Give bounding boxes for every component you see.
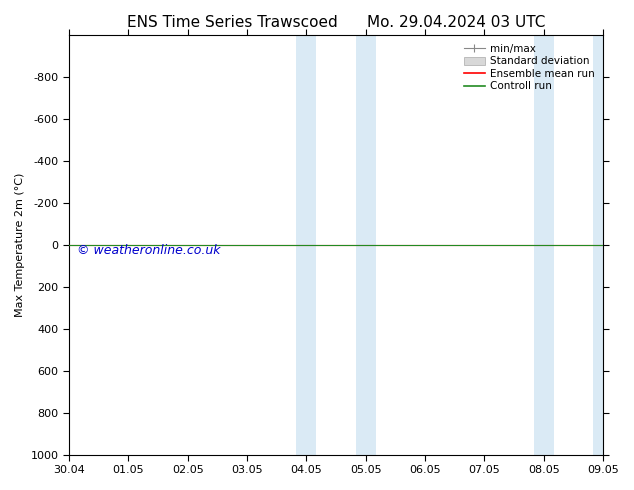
Bar	[356, 35, 376, 455]
Bar	[593, 35, 613, 455]
Y-axis label: Max Temperature 2m (°C): Max Temperature 2m (°C)	[15, 173, 25, 317]
Title: ENS Time Series Trawscoed      Mo. 29.04.2024 03 UTC: ENS Time Series Trawscoed Mo. 29.04.2024…	[127, 15, 545, 30]
Legend: min/max, Standard deviation, Ensemble mean run, Controll run: min/max, Standard deviation, Ensemble me…	[460, 40, 599, 96]
Bar	[296, 35, 316, 455]
Text: © weatheronline.co.uk: © weatheronline.co.uk	[77, 244, 221, 257]
Bar	[534, 35, 554, 455]
